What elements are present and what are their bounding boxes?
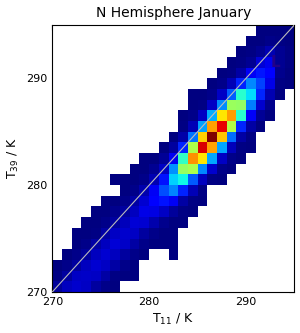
Y-axis label: T$_{39}$ / K: T$_{39}$ / K (6, 138, 21, 179)
Text: L: L (270, 55, 280, 70)
Title: N Hemisphere January: N Hemisphere January (96, 6, 251, 20)
X-axis label: T$_{11}$ / K: T$_{11}$ / K (152, 312, 194, 327)
